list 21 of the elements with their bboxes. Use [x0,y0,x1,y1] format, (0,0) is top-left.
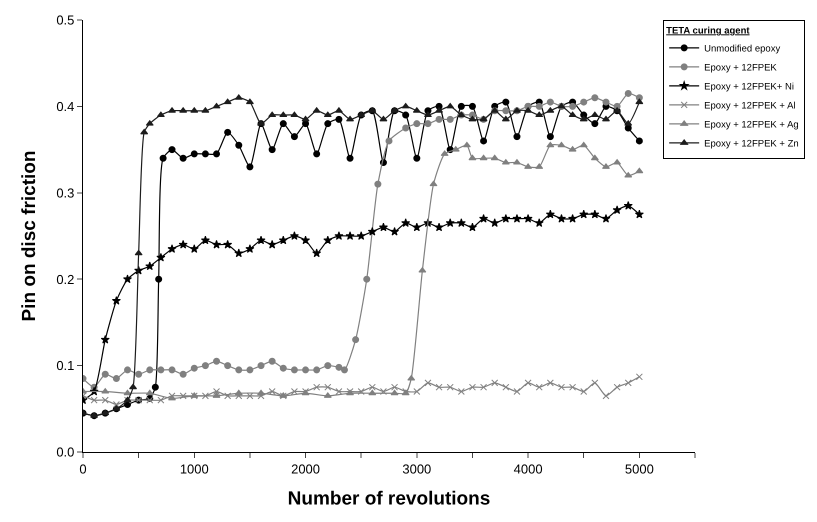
x-tick-label: 0 [79,462,87,477]
y-tick-label: 0.0 [56,444,74,460]
y-tick-label: 0.4 [56,98,74,114]
x-tick-label: 4000 [514,462,543,477]
x-axis-title: Number of revolutions [288,488,490,510]
legend-label: Epoxy + 12FPEK+ Ni [704,82,794,93]
legend-label: Epoxy + 12FPEK [704,62,778,74]
y-axis-title: Pin on disc friction [19,150,40,322]
y-tick-label: 0.3 [56,185,74,200]
legend-label: Epoxy + 12FPEK + Al [704,100,796,112]
legend-title: TETA curing agent [666,25,750,36]
legend-label: Epoxy + 12FPEK + Zn [704,138,799,150]
legend-label: Epoxy + 12FPEK + Ag [704,120,799,131]
y-tick-label: 0.5 [56,12,74,28]
x-tick-label: 5000 [624,462,654,477]
legend-label: Unmodified epoxy [704,44,780,55]
y-tick-label: 0.2 [56,272,74,287]
x-tick-label: 3000 [402,462,432,477]
x-tick-label: 2000 [291,462,320,477]
y-tick-label: 0.1 [56,358,74,374]
x-tick-label: 1000 [180,462,209,477]
